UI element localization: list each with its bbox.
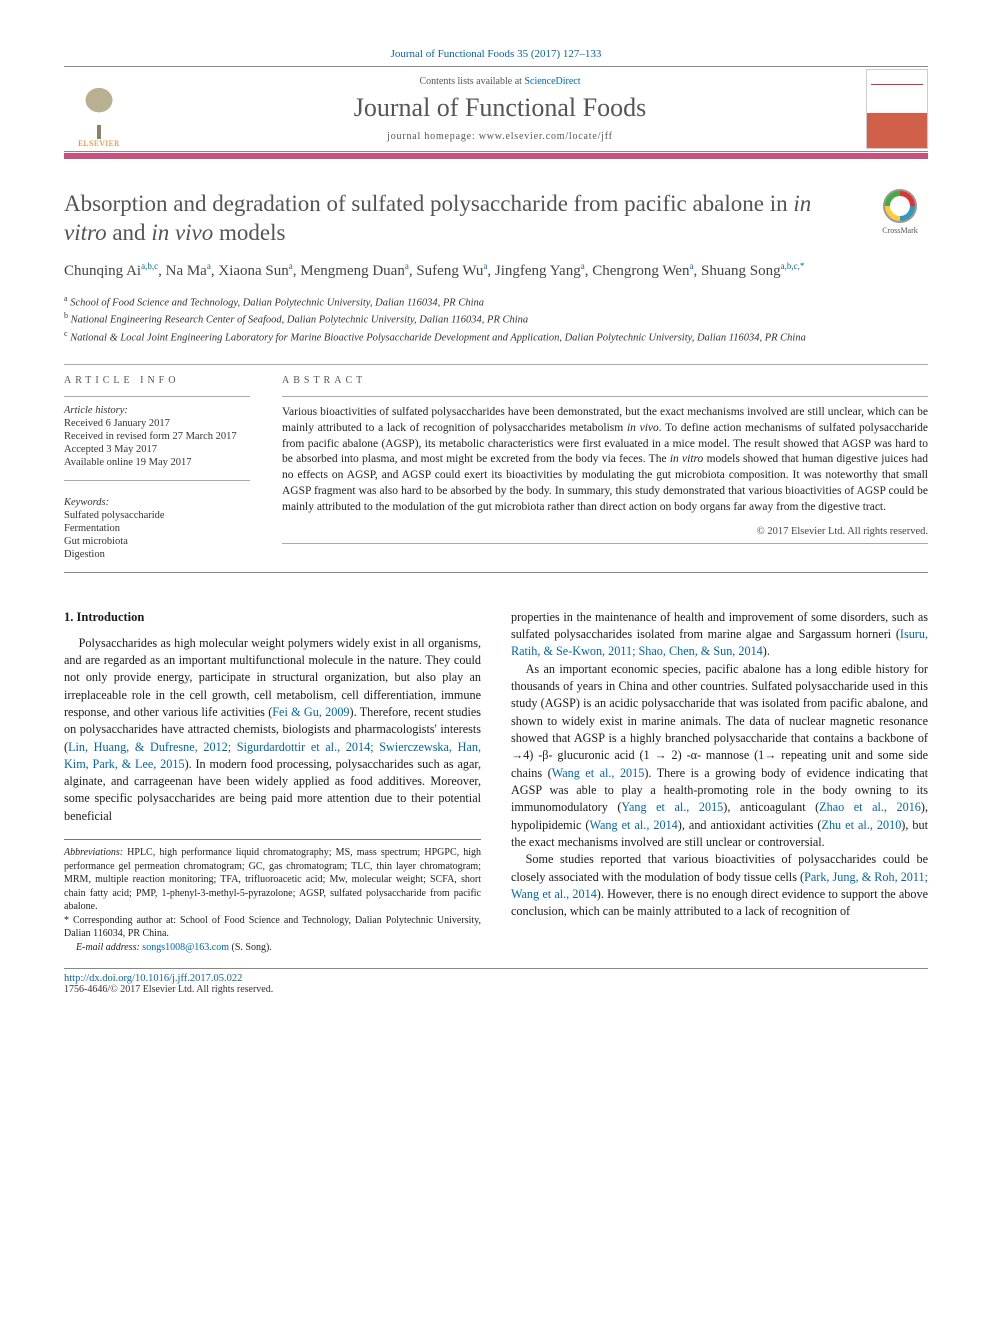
divider [64, 572, 928, 573]
title-part: models [213, 220, 285, 245]
keyword: Sulfated polysaccharide [64, 510, 250, 521]
authors-list: Chunqing Aia,b,c, Na Maa, Xiaona Suna, M… [64, 260, 928, 283]
history-revised: Received in revised form 27 March 2017 [64, 431, 250, 442]
affiliation-text: National & Local Joint Engineering Labor… [70, 333, 806, 344]
body-span: As an important economic species, pacifi… [511, 662, 928, 780]
body-span: ), and antioxidant activities ( [678, 818, 822, 832]
author-affil-sup: a,b,c [141, 261, 158, 271]
reference-link[interactable]: Wang et al., 2014 [590, 818, 678, 832]
divider [64, 364, 928, 365]
journal-cover-thumbnail [866, 69, 928, 149]
email-link[interactable]: songs1008@163.com [142, 942, 229, 953]
author-affil-sup: a [581, 261, 585, 271]
email-suffix: (S. Song). [229, 942, 272, 953]
author-name: Chunqing Ai [64, 263, 141, 279]
history-label: Article history: [64, 405, 250, 416]
crossmark-widget[interactable]: CrossMark [872, 189, 928, 235]
abbrev-text: HPLC, high performance liquid chromatogr… [64, 847, 481, 912]
author-name: Sufeng Wu [416, 263, 483, 279]
journal-name: Journal of Functional Foods [144, 93, 856, 123]
body-span: properties in the maintenance of health … [511, 610, 928, 641]
author-name: Chengrong Wen [592, 263, 689, 279]
title-part: Absorption and degradation of sulfated p… [64, 191, 793, 216]
author-affil-sup: a [405, 261, 409, 271]
elsevier-logo: ELSEVIER [64, 70, 134, 148]
keyword: Fermentation [64, 523, 250, 534]
abstract-heading: ABSTRACT [282, 375, 928, 386]
abstract-text: Various bioactivities of sulfated polysa… [282, 405, 928, 516]
reference-link[interactable]: Yang et al., 2015 [621, 800, 723, 814]
history-received: Received 6 January 2017 [64, 418, 250, 429]
author-affil-sup: a [483, 261, 487, 271]
history-accepted: Accepted 3 May 2017 [64, 444, 250, 455]
crossmark-icon [883, 189, 917, 223]
corresponding-label: * Corresponding author at: [64, 915, 180, 926]
body-span: ). [763, 644, 770, 658]
section-heading: 1. Introduction [64, 609, 481, 627]
divider [64, 968, 928, 969]
keyword: Digestion [64, 549, 250, 560]
author-name: Jingfeng Yang [495, 263, 581, 279]
author-affil-sup: a [689, 261, 693, 271]
body-text: 1. Introduction Polysaccharides as high … [64, 609, 928, 954]
affiliation-text: National Engineering Research Center of … [71, 315, 529, 326]
author-affil-sup: a [289, 261, 293, 271]
author-name: Na Ma [166, 263, 207, 279]
affiliations: a School of Food Science and Technology,… [64, 293, 928, 346]
author-affil-sup: a,b,c, [781, 261, 800, 271]
affiliation-text: School of Food Science and Technology, D… [70, 297, 484, 308]
crossmark-label: CrossMark [882, 226, 918, 235]
contents-line: Contents lists available at ScienceDirec… [144, 76, 856, 87]
divider [282, 543, 928, 544]
body-span: ), anticoagulant ( [723, 800, 819, 814]
abbrev-label: Abbreviations: [64, 847, 123, 858]
sciencedirect-link[interactable]: ScienceDirect [524, 76, 580, 87]
reference-link[interactable]: Wang et al., 2015 [552, 766, 645, 780]
accent-bar [64, 153, 928, 159]
doi-link[interactable]: http://dx.doi.org/10.1016/j.jff.2017.05.… [64, 973, 242, 984]
abstract-italic: in vitro [670, 453, 704, 465]
abstract-italic: in vivo [627, 422, 659, 434]
corresponding-star: * [800, 261, 805, 271]
abstract-column: ABSTRACT Various bioactivities of sulfat… [282, 375, 928, 562]
title-part: and [107, 220, 152, 245]
publisher-label: ELSEVIER [78, 139, 120, 148]
journal-header: ELSEVIER Contents lists available at Sci… [64, 66, 928, 152]
divider [64, 480, 250, 481]
divider [282, 396, 928, 397]
title-italic: in vivo [151, 220, 213, 245]
article-info-column: ARTICLE INFO Article history: Received 6… [64, 375, 250, 562]
article-title: Absorption and degradation of sulfated p… [64, 189, 852, 248]
divider [64, 396, 250, 397]
history-online: Available online 19 May 2017 [64, 457, 250, 468]
reference-link[interactable]: Zhu et al., 2010 [822, 818, 902, 832]
email-label: E-mail address: [76, 942, 142, 953]
issn-copyright: 1756-4646/© 2017 Elsevier Ltd. All right… [64, 984, 928, 995]
citation-line: Journal of Functional Foods 35 (2017) 12… [64, 48, 928, 60]
article-info-heading: ARTICLE INFO [64, 375, 250, 386]
author-affil-sup: a [207, 261, 211, 271]
footnotes: Abbreviations: HPLC, high performance li… [64, 839, 481, 954]
author-name: Shuang Song [701, 263, 781, 279]
author-name: Xiaona Sun [218, 263, 288, 279]
journal-homepage: journal homepage: www.elsevier.com/locat… [144, 131, 856, 142]
author-name: Mengmeng Duan [300, 263, 405, 279]
contents-prefix: Contents lists available at [419, 76, 524, 87]
abstract-copyright: © 2017 Elsevier Ltd. All rights reserved… [282, 526, 928, 537]
reference-link[interactable]: Fei & Gu, 2009 [272, 705, 349, 719]
page-footer: http://dx.doi.org/10.1016/j.jff.2017.05.… [64, 968, 928, 995]
keywords-label: Keywords: [64, 497, 250, 508]
keyword: Gut microbiota [64, 536, 250, 547]
elsevier-tree-icon [77, 85, 121, 139]
reference-link[interactable]: Zhao et al., 2016 [819, 800, 921, 814]
